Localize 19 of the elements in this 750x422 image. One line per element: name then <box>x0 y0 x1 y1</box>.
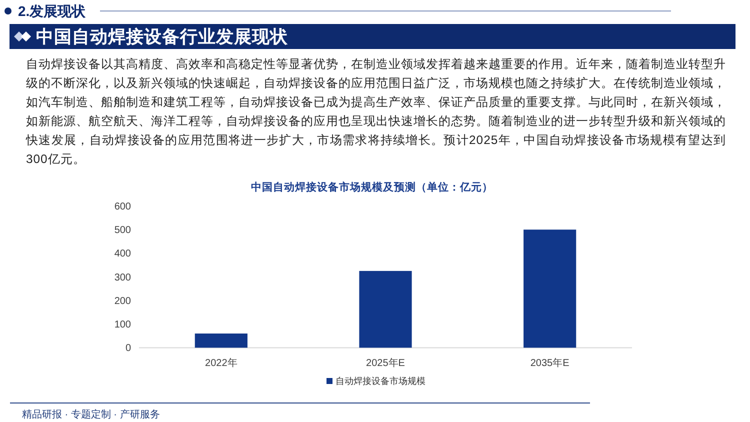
text: 精品研报 · 专题定制 · 产研服务 <box>22 408 160 420</box>
text: 中国自动焊接设备行业发展现状 <box>36 26 289 46</box>
y-tick-label: 100 <box>114 320 132 331</box>
y-tick-label: 500 <box>114 225 132 236</box>
y-tick-label: 400 <box>114 248 132 260</box>
bar <box>359 270 412 348</box>
y-tick-label: 200 <box>114 296 132 307</box>
chart-title: 中国自动焊接设备市场规模及预测（单位：亿元） <box>251 180 493 194</box>
text: 自动焊接设备以其高精度、高效率和高稳定性等显著优势，在制造业领域发挥着越来越重要的作用。近年来，随着制造业转型升级的不断深化，以及新兴领域的快速崛起，自动焊接设备的应用范围日益广泛，市场规模也随之持续扩大。在传统制造业领域，如汽车制造、船舶制造和建筑工程等，自动焊接设备已成为提高生产效率、保证产品质量的重要支撑。与此同时，在新兴领域，如新能源、航空航天、海洋工程等，自动焊接设备的应用也呈现出快速增长的态势。随着制造业的进一步转型升级和新兴领域的快速发展，自动焊接设备的应用范围将进一步扩大，市场需求将持续增长。预计2025年，中国自动焊接设备市场规模有望达到300亿元。 <box>26 56 726 168</box>
x-tick-label: 2035年E <box>530 357 570 369</box>
legend-label: 自动焊接设备市场规模 <box>336 376 426 386</box>
y-tick-label: 600 <box>114 202 132 212</box>
bar <box>194 334 248 348</box>
text: 2.发展现状 <box>18 3 87 19</box>
bar <box>524 230 576 348</box>
x-tick-label: 2025年E <box>366 357 406 369</box>
x-tick-label: 2022年 <box>205 357 238 369</box>
y-tick-label: 300 <box>114 272 132 284</box>
y-tick-label: 0 <box>125 343 132 354</box>
